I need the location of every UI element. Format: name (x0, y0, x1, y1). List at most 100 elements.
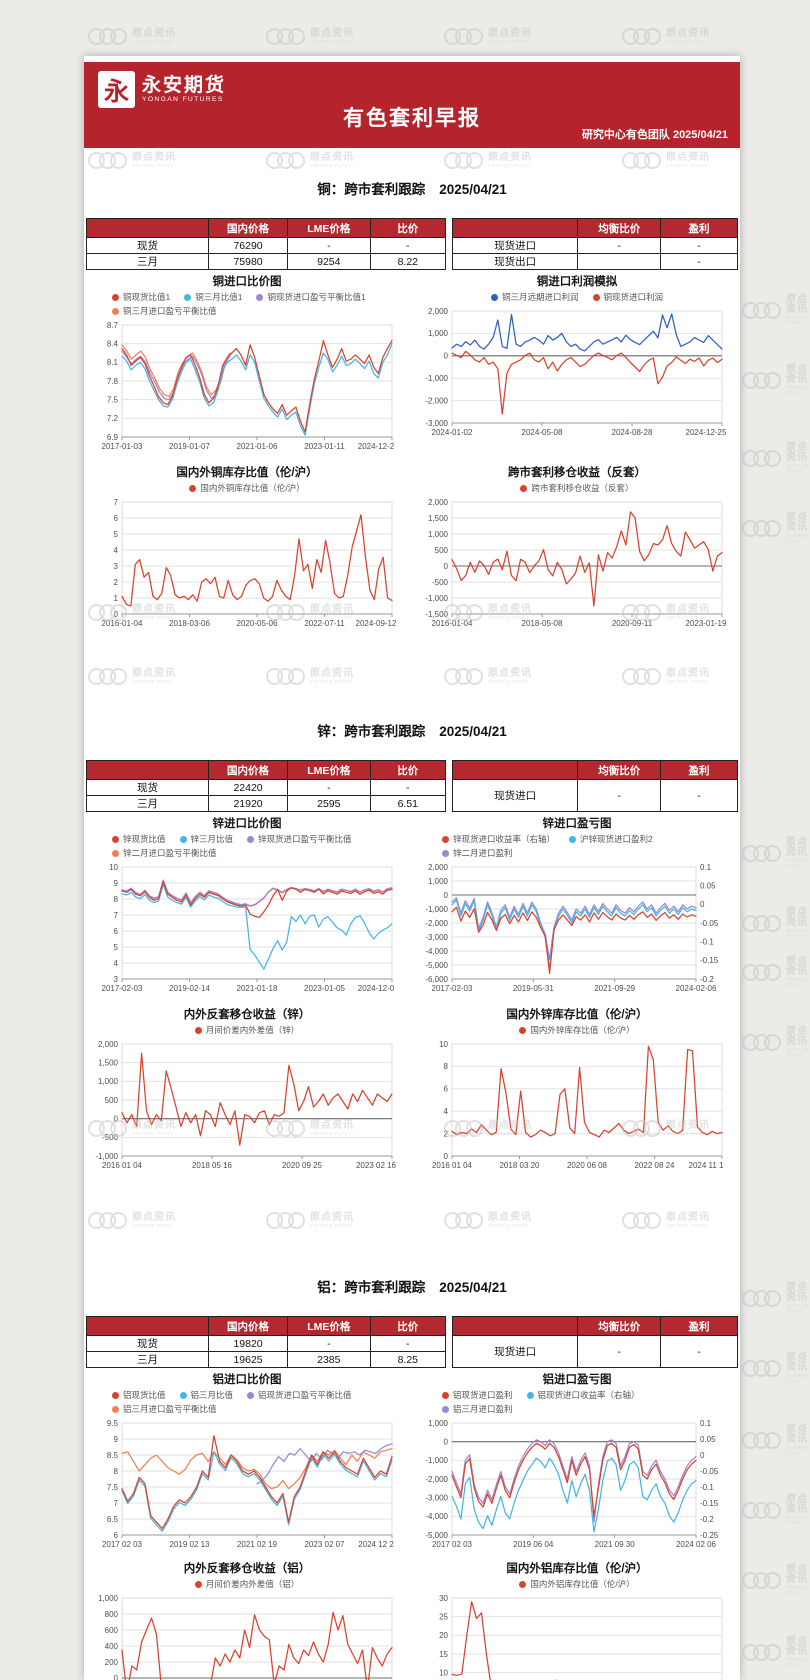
legend-item: 锌二月进口盈亏平衡比值 (112, 847, 217, 859)
legend-label: 铝三月进口盈利 (453, 1404, 513, 1414)
watermark: 原点资讯 SOURCE POINT (742, 957, 810, 987)
svg-text:6.5: 6.5 (107, 1515, 119, 1524)
svg-text:1: 1 (114, 594, 119, 603)
svg-text:8.4: 8.4 (107, 339, 119, 348)
legend-item: 锌现货进口收益率（右轴） (442, 833, 555, 845)
svg-text:15: 15 (439, 1650, 448, 1659)
chart-legend: 国内外锌库存比值（伦/沪） (519, 1023, 635, 1038)
series-line-月间价差内外差值（锌） (121, 1052, 393, 1146)
chart-copper-import-ratio: 铜进口比价图 铜现货比值1 铜三月比值1 铜现货进口盈亏平衡比值1 铜三月进口盈亏平衡比… (86, 274, 408, 457)
legend-label: 月间价差内外差值（锌） (205, 1025, 300, 1035)
svg-text:2021 09 30: 2021 09 30 (595, 1540, 636, 1549)
svg-text:2024 02 06: 2024 02 06 (676, 1540, 717, 1549)
svg-text:7.8: 7.8 (107, 377, 119, 386)
zinc-price-table: 国内价格 LME价格 比价 现货 22420- - 三月 21920 2595 6.51 (85, 760, 447, 812)
svg-text:2019-02-14: 2019-02-14 (169, 984, 210, 993)
watermark-brand: 原点资讯 (786, 956, 808, 977)
chart-legend: 国内外铜库存比值（伦/沪） (189, 481, 305, 496)
chart-legend: 铜现货比值1 铜三月比值1 铜现货进口盈亏平衡比值1 铜三月进口盈亏平衡比值 (112, 290, 382, 319)
svg-text:-1,000: -1,000 (95, 1152, 118, 1161)
table-cell: 现货进口 (451, 1335, 579, 1368)
watermark-logo-icon (742, 301, 781, 319)
legend-item: 国内外铝库存比值（伦/沪） (519, 1578, 635, 1590)
legend-marker-icon (189, 484, 197, 492)
legend-label: 铜三月远期进口利润 (501, 292, 579, 302)
svg-text:-0.05: -0.05 (700, 919, 719, 928)
legend-label: 铝三月进口盈亏平衡比值 (123, 1404, 217, 1414)
table-header-cell: LME价格 (287, 1316, 371, 1336)
chart-legend: 跨市套利移仓收益（反套） (520, 481, 634, 496)
svg-text:2023 02 16: 2023 02 16 (356, 1161, 397, 1170)
chart-legend: 月间价差内外差值（锌） (194, 1023, 300, 1038)
table-header-cell: 盈利 (660, 218, 738, 238)
svg-text:-5,000: -5,000 (425, 1531, 448, 1540)
svg-text:1,000: 1,000 (428, 877, 449, 886)
legend-item: 锌现货比值 (112, 833, 166, 845)
section-copper: 铜：跨市套利跟踪 2025/04/21 国内价格 LME价格 比价 现货 76290- - 三… (84, 178, 740, 634)
svg-text:3: 3 (114, 562, 119, 571)
watermark-logo-icon (742, 1289, 781, 1307)
table-cell: 8.22 (369, 253, 447, 270)
legend-item: 沪锌现货进口盈利2 (569, 833, 653, 845)
watermark-logo-icon (742, 914, 781, 932)
svg-text:7: 7 (114, 498, 119, 507)
svg-text:2,000: 2,000 (98, 1040, 119, 1049)
chart-title: 国内外铝库存比值（伦/沪） (506, 1563, 648, 1575)
chart-title: 铝进口比价图 (212, 1374, 282, 1386)
legend-marker-icon (247, 1391, 255, 1399)
watermark-brand: 原点资讯 (786, 1564, 808, 1585)
copper-tables: 国内价格 LME价格 比价 现货 76290- - 三月 75980 9254 8.22 均衡比价… (85, 218, 738, 270)
svg-text:2019-01-07: 2019-01-07 (169, 442, 210, 451)
table-cell: 现货进口 (451, 237, 579, 254)
chart-canvas: 302520151050 (439, 1594, 723, 1680)
copper-balance-table: 均衡比价 盈利 现货进口 - - 现货出口 - (451, 218, 738, 270)
svg-text:1,000: 1,000 (428, 530, 449, 539)
chart-copper-import-profit: 铜进口利润模拟 铜三月远期进口利润 铜现货进口利润 2,000 1,000 0 -1,000… (416, 274, 738, 457)
svg-text:-0.25: -0.25 (700, 1531, 719, 1540)
table-header-cell: 国内价格 (208, 1316, 289, 1336)
svg-text:4: 4 (114, 959, 119, 968)
watermark: 原点资讯 SOURCE POINT (742, 1425, 810, 1455)
chart-title: 锌进口比价图 (212, 818, 282, 830)
series-line-国内外锌库存比值（伦/沪） (451, 1045, 723, 1138)
watermark-sub: SOURCE POINT (786, 858, 809, 868)
logo-cn-text: 永安期货 (142, 75, 227, 97)
series-line-铝现货比值 (121, 1435, 393, 1530)
legend-item: 锌现货进口盈亏平衡比值 (247, 833, 352, 845)
watermark: 原点资讯 SOURCE POINT (742, 908, 810, 938)
svg-text:0: 0 (444, 562, 449, 571)
svg-text:0: 0 (700, 1451, 705, 1460)
svg-text:2020 06 08: 2020 06 08 (567, 1161, 608, 1170)
watermark-logo-icon (742, 371, 781, 389)
watermark: 原点资讯 SOURCE POINT (742, 443, 810, 473)
chart-title: 国内外锌库存比值（伦/沪） (506, 1009, 648, 1021)
table-cell: - (577, 237, 662, 254)
chart-canvas: 1,000 0 -1,000 -2,000 -3,000 -4,000 -5,000 0.1 0… (425, 1419, 719, 1549)
svg-text:2023-01-11: 2023-01-11 (304, 442, 345, 451)
series-line-锌现货进口收益率（右轴） (451, 906, 697, 975)
table-header-cell: 均衡比价 (577, 760, 662, 780)
legend-marker-icon (442, 849, 449, 857)
legend-marker-icon (247, 835, 255, 843)
svg-text:2,000: 2,000 (428, 307, 449, 316)
series-line-铝三月比值 (121, 1451, 393, 1532)
watermark-brand: 原点资讯 (132, 27, 176, 39)
section-date: 2025/04/21 (439, 182, 507, 197)
svg-text:2024 11 1: 2024 11 1 (689, 1161, 725, 1170)
watermark-sub: SOURCE POINT (786, 385, 809, 395)
table-header-cell: 均衡比价 (577, 1316, 662, 1336)
legend-label: 跨市套利移仓收益（反套） (531, 483, 634, 493)
legend-label: 锌现货比值 (123, 834, 166, 844)
table-cell (577, 253, 662, 270)
chart-zinc-import-pnl: 锌进口盈亏图 锌现货进口收益率（右轴） 沪锌现货进口盈利2 锌二月进口盈利 2,000 1… (416, 816, 738, 999)
table-cell: - (577, 1335, 662, 1368)
table-header-cell: LME价格 (287, 218, 371, 238)
svg-text:0: 0 (444, 1437, 449, 1446)
table-cell: - (660, 779, 738, 812)
svg-text:2018-03-06: 2018-03-06 (169, 619, 210, 628)
svg-text:6: 6 (114, 514, 119, 523)
section-title-copper: 铜：跨市套利跟踪 2025/04/21 (84, 178, 740, 198)
watermark-sub: SOURCE POINT (786, 1445, 809, 1455)
